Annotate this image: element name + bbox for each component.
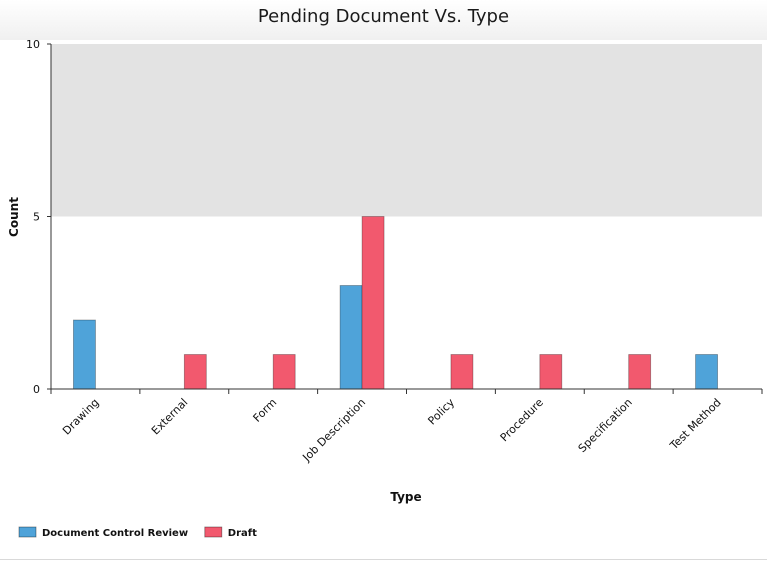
x-tick-label: Specification [576, 396, 635, 455]
header-band [0, 0, 767, 40]
legend: Document Control Review Draft [18, 526, 257, 539]
bar [628, 354, 652, 390]
x-tick-label: Procedure [498, 396, 546, 444]
legend-label: Document Control Review [42, 528, 188, 539]
bar [73, 319, 96, 390]
legend-swatch [204, 526, 223, 538]
y-tick-label: 10 [26, 38, 40, 51]
x-tick-label: Job Description [300, 396, 369, 465]
y-tick-label: 0 [33, 383, 40, 396]
bar [361, 216, 385, 390]
x-tick-label: Form [251, 396, 280, 425]
bar [539, 354, 563, 390]
shaded-band [51, 44, 762, 217]
x-tick-label: Policy [425, 396, 457, 428]
x-axis-label: Type [390, 490, 421, 504]
x-tick-label: Drawing [60, 396, 102, 438]
x-tick-label: External [149, 396, 190, 437]
legend-swatch [18, 526, 37, 538]
bar [183, 354, 207, 390]
chart-title: Pending Document Vs. Type [257, 6, 510, 27]
bar [450, 354, 474, 390]
x-tick-label: Test Method [667, 396, 724, 453]
bar [695, 354, 718, 390]
y-axis-label: Count [7, 197, 21, 237]
y-tick-label: 5 [33, 211, 40, 224]
bottom-rule [0, 559, 767, 560]
legend-label: Draft [228, 528, 257, 539]
bar [272, 354, 296, 390]
bar [339, 285, 363, 390]
